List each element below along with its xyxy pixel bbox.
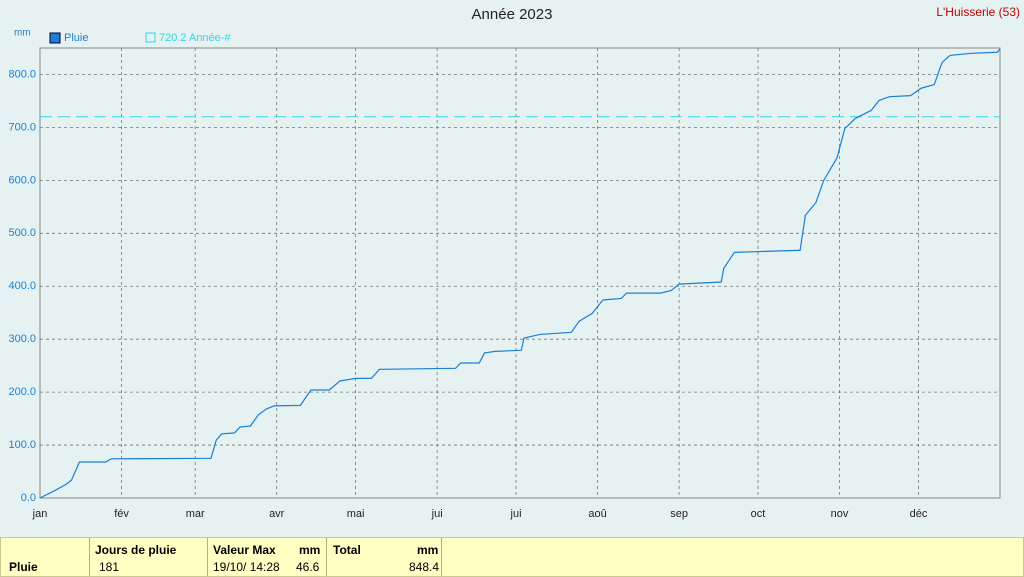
chart-title: Année 2023 (472, 6, 553, 23)
x-tick-label: jan (32, 508, 48, 520)
y-tick-label: 800.0 (8, 68, 36, 80)
y-tick-label: 0.0 (21, 492, 36, 504)
legend-label: 720.2 Année-# (159, 32, 231, 44)
column-separator (326, 538, 327, 576)
plot-frame (39, 47, 1001, 499)
x-tick-label: fév (114, 508, 129, 520)
table-cell: 46.6 (296, 560, 320, 574)
summary-table: Jours de pluie Valeur Max mm Total mm Pl… (0, 537, 1024, 577)
table-cell: 19/10/ 14:28 (213, 560, 280, 574)
legend-swatch (49, 32, 61, 44)
x-tick-label: aoû (588, 508, 606, 520)
y-tick-label: 600.0 (8, 174, 36, 186)
table-header: Valeur Max (213, 543, 276, 557)
chart: Année 2023 L'Huisserie (53) mm 0.0 100.0 2… (8, 5, 1020, 520)
table-cell: 181 (99, 560, 120, 574)
x-tick-label: déc (910, 508, 928, 520)
x-tick-label: jui (431, 508, 443, 520)
table-header: mm (299, 543, 321, 557)
x-tick-label: mai (347, 508, 365, 520)
column-separator (207, 538, 208, 576)
row-label: Pluie (9, 560, 38, 574)
y-tick-label: 400.0 (8, 280, 36, 292)
y-tick-label: 100.0 (8, 439, 36, 451)
y-tick-label: 300.0 (8, 333, 36, 345)
y-tick-label: 700.0 (8, 121, 36, 133)
y-tick-label: 200.0 (8, 386, 36, 398)
table-cell: 848.4 (409, 560, 440, 574)
column-separator (441, 538, 442, 576)
legend-swatch (145, 32, 156, 43)
table-header: mm (417, 543, 439, 557)
y-unit: mm (14, 28, 31, 39)
station-label: L'Huisserie (53) (936, 5, 1020, 19)
x-tick-label: nov (831, 508, 849, 520)
x-tick-label: mar (186, 508, 205, 520)
x-tick-label: avr (269, 508, 285, 520)
table-header: Jours de pluie (95, 543, 177, 557)
column-separator (89, 538, 90, 576)
legend-label: Pluie (64, 32, 88, 44)
x-tick-label: jui (510, 508, 522, 520)
rain-line (39, 48, 1001, 499)
x-tick-label: sep (670, 508, 688, 520)
table-header: Total (333, 543, 361, 557)
y-tick-label: 500.0 (8, 227, 36, 239)
x-tick-label: oct (751, 508, 766, 520)
